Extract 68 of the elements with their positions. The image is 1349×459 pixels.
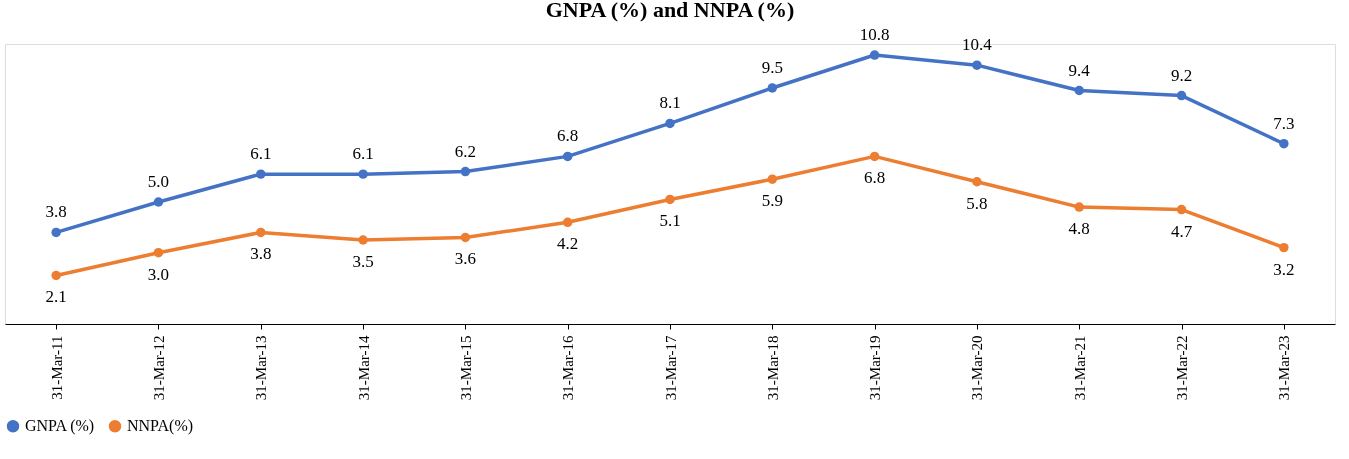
point	[51, 227, 61, 238]
point	[1279, 138, 1289, 149]
data-label: 6.1	[250, 144, 272, 164]
point	[460, 166, 471, 177]
x-tick-label: 31-Mar-15	[457, 335, 474, 401]
data-label: 9.2	[1170, 65, 1193, 85]
data-label: 2.1	[45, 287, 67, 307]
point	[1279, 242, 1289, 253]
point	[562, 151, 573, 162]
data-label: 3.2	[1273, 259, 1295, 279]
point	[358, 235, 368, 245]
point	[1176, 204, 1187, 215]
legend-label: GNPA (%)	[25, 417, 95, 436]
point	[153, 247, 164, 258]
x-tick-label: 31-Mar-16	[560, 335, 577, 401]
data-label: 3.0	[147, 264, 170, 284]
data-label: 6.1	[352, 144, 374, 164]
x-tick-label: 31-Mar-18	[764, 335, 781, 401]
data-label: 5.8	[966, 193, 988, 213]
point	[665, 118, 675, 129]
point	[1176, 90, 1187, 101]
data-label: 6.8	[863, 168, 886, 188]
x-tick-label: 31-Mar-12	[150, 335, 167, 401]
point	[153, 197, 164, 207]
x-tick-label: 31-Mar-13	[253, 335, 270, 401]
x-tick-label: 31-Mar-17	[662, 335, 679, 401]
data-label: 4.2	[557, 234, 579, 254]
data-label: 5.1	[659, 211, 681, 231]
data-label: 8.1	[659, 93, 681, 113]
data-label: 7.3	[1273, 113, 1295, 133]
legend-label: NNPA(%)	[127, 417, 194, 436]
data-label: 10.4	[962, 35, 993, 55]
x-tick-label: 31-Mar-11	[48, 335, 65, 400]
point	[1074, 85, 1084, 96]
x-tick-label: 31-Mar-22	[1174, 335, 1191, 401]
x-tick-label: 31-Mar-14	[355, 335, 372, 401]
point	[767, 83, 778, 93]
point	[256, 169, 266, 179]
data-label: 10.8	[859, 25, 890, 45]
data-label: 4.8	[1068, 219, 1090, 239]
point	[256, 227, 266, 238]
data-label: 3.8	[250, 244, 272, 264]
x-tick-label: 31-Mar-19	[867, 335, 884, 401]
point	[972, 60, 982, 70]
data-label: 5.9	[761, 191, 783, 211]
x-tick-label: 31-Mar-20	[969, 335, 986, 401]
point	[562, 217, 573, 228]
point	[767, 174, 778, 184]
point	[972, 177, 982, 187]
chart-title: GNPA (%) and NNPA (%)	[545, 0, 795, 23]
data-label: 6.8	[557, 126, 579, 146]
data-label: 3.8	[45, 202, 67, 222]
point	[665, 194, 675, 205]
x-tick-label: 31-Mar-21	[1071, 335, 1088, 401]
x-tick-label: 31-Mar-23	[1276, 335, 1293, 401]
data-label: 9.5	[761, 57, 783, 77]
data-label: 3.6	[454, 249, 477, 269]
point	[869, 151, 880, 162]
point	[358, 169, 368, 179]
point	[460, 232, 471, 243]
data-label: 9.4	[1068, 60, 1091, 80]
data-label: 6.2	[454, 141, 477, 161]
point	[869, 50, 880, 60]
point	[1074, 202, 1084, 212]
data-label: 4.7	[1170, 221, 1193, 241]
data-label: 3.5	[352, 252, 374, 272]
point	[51, 270, 61, 281]
data-label: 5.0	[147, 172, 170, 192]
